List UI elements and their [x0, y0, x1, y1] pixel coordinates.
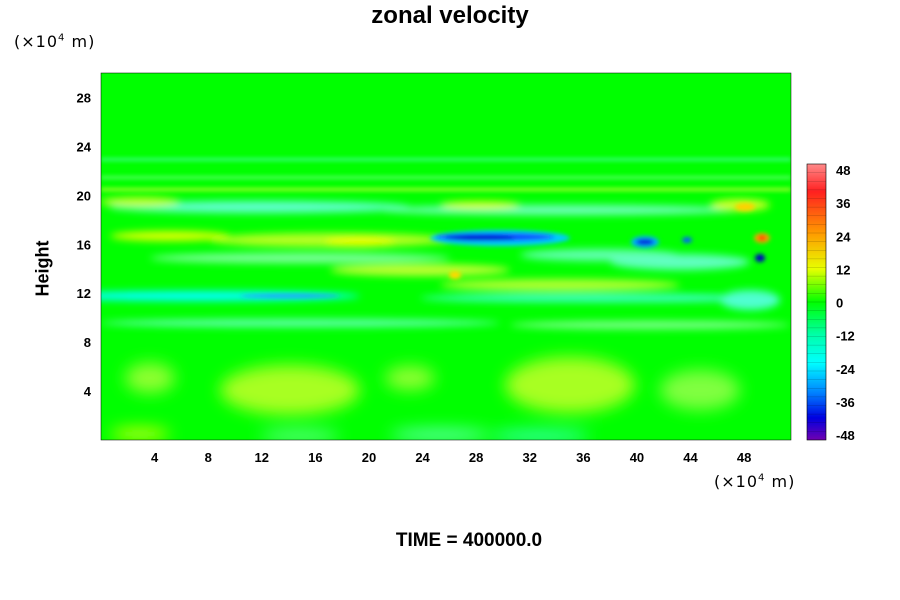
- x-tick-labels: 4 8 12 16 20 24 28 32 36 40 44 48: [151, 450, 751, 465]
- x-tick-label: 20: [362, 450, 376, 465]
- y-unit-label: (×104 m): [14, 32, 96, 51]
- y-tick-label: 28: [77, 90, 91, 105]
- y-tick-labels: 4 8 12 16 20 24 28: [77, 90, 92, 399]
- heatmap-field: [101, 73, 791, 440]
- plot-frame: [100, 72, 792, 441]
- colorbar-tick-label: -48: [836, 428, 855, 443]
- x-tick-label: 4: [151, 450, 159, 465]
- x-tick-label: 24: [415, 450, 430, 465]
- colorbar-tick-label: 24: [836, 229, 851, 244]
- colorbar: [806, 163, 827, 441]
- colorbar-tick-label: 0: [836, 296, 843, 311]
- x-tick-label: 8: [205, 450, 212, 465]
- x-tick-label: 32: [523, 450, 537, 465]
- y-tick-label: 4: [84, 384, 92, 399]
- x-tick-label: 16: [308, 450, 322, 465]
- y-tick-label: 8: [84, 335, 91, 350]
- colorbar-tick-label: 12: [836, 262, 850, 277]
- colorbar-tick-label: -24: [836, 362, 856, 377]
- colorbar-tick-label: -12: [836, 329, 855, 344]
- y-tick-label: 24: [77, 139, 92, 154]
- time-annotation: TIME = 400000.0: [395, 530, 543, 551]
- colorbar-tick-label: 36: [836, 196, 850, 211]
- y-tick-label: 16: [77, 237, 91, 252]
- x-unit-label: (×104 m): [714, 472, 796, 491]
- x-tick-label: 36: [576, 450, 590, 465]
- x-tick-label: 12: [255, 450, 269, 465]
- y-tick-label: 12: [77, 286, 91, 301]
- colorbar-tick-label: 48: [836, 163, 850, 178]
- chart-title: zonal velocity: [371, 2, 529, 29]
- x-tick-label: 44: [683, 450, 698, 465]
- x-tick-label: 28: [469, 450, 483, 465]
- x-tick-label: 48: [737, 450, 751, 465]
- colorbar-tick-label: -36: [836, 395, 855, 410]
- y-tick-label: 20: [77, 188, 91, 203]
- x-tick-label: 40: [630, 450, 644, 465]
- colorbar-tick-labels: 48 36 24 12 0 -12 -24 -36 -48: [836, 163, 856, 443]
